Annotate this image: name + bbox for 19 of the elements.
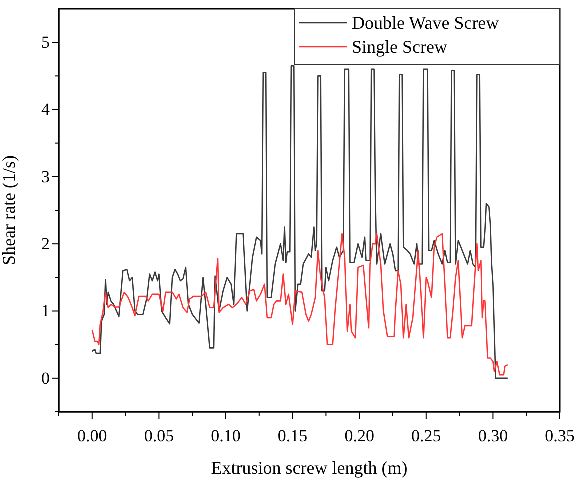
x-axis-title: Extrusion screw length (m) <box>211 458 408 478</box>
legend-label: Single Screw <box>352 37 448 57</box>
x-tick-label: 0.20 <box>344 426 374 446</box>
y-tick-label: 1 <box>42 302 50 321</box>
line-series <box>92 233 509 376</box>
x-tick-label: 0.35 <box>545 426 575 446</box>
y-tick-label: 3 <box>42 167 50 186</box>
x-tick-label: 0.30 <box>478 426 508 446</box>
x-tick-label: 0.10 <box>211 426 241 446</box>
y-tick-label: 5 <box>42 33 50 52</box>
x-tick-label: 0.05 <box>144 426 174 446</box>
x-tick-label: 0.15 <box>278 426 308 446</box>
x-tick-label: 0.25 <box>412 426 442 446</box>
y-axis-title: Shear rate (1/s) <box>0 156 19 266</box>
y-tick-label: 0 <box>42 368 50 388</box>
legend-label: Double Wave Screw <box>352 13 500 33</box>
y-tick-label: 4 <box>42 100 50 120</box>
y-tick-label: 2 <box>42 234 50 254</box>
x-tick-label: 0.00 <box>78 426 108 446</box>
